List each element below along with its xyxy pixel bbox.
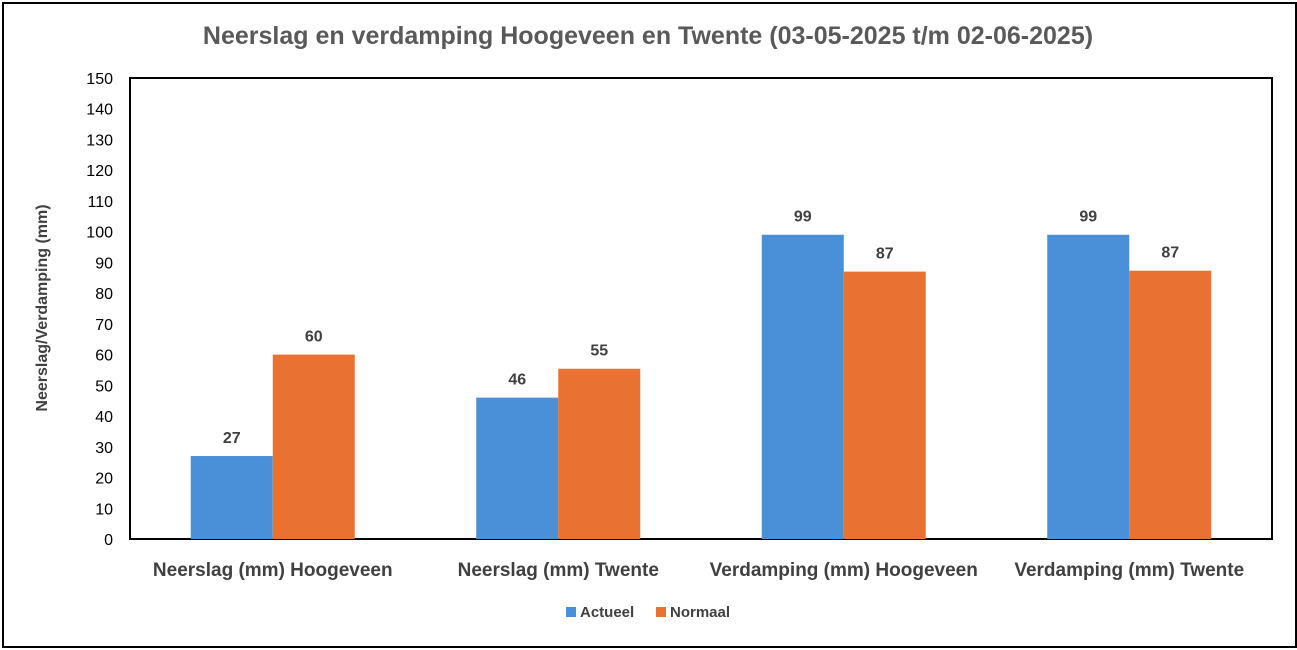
bar-actueel-3 [1047, 234, 1130, 540]
plot-area [129, 77, 1273, 540]
x-tick-label: Neerslag (mm) Twente [458, 560, 659, 581]
y-tick-label: 150 [86, 71, 113, 88]
bar-actueel-0 [190, 456, 273, 539]
y-tick-label: 50 [95, 378, 113, 395]
data-label: 27 [223, 430, 241, 447]
y-axis-ticks: 0 10 20 30 40 50 60 70 80 90 100 110 120 130 140 150 [86, 71, 113, 549]
y-tick-label: 60 [95, 348, 113, 365]
data-label: 87 [876, 246, 894, 263]
y-axis-label: Neerslag/Verdamping (mm) [34, 204, 51, 411]
legend-label: Normaal [670, 604, 730, 621]
y-tick-label: 30 [95, 440, 113, 457]
bar-actueel-1 [476, 397, 559, 539]
legend-label: Actueel [580, 604, 634, 621]
x-axis-ticks: Neerslag (mm) Hoogeveen Neerslag (mm) Twe… [153, 560, 1244, 581]
data-label: 46 [508, 372, 526, 389]
data-label: 60 [305, 329, 323, 346]
y-tick-label: 0 [104, 532, 113, 549]
x-tick-label: Verdamping (mm) Hoogeveen [710, 560, 978, 581]
data-label: 99 [1079, 209, 1097, 226]
bar-normaal-2 [843, 271, 926, 539]
chart-title: Neerslag en verdamping Hoogeveen en Twen… [203, 22, 1093, 50]
data-label: 99 [794, 209, 812, 226]
data-label: 87 [1161, 245, 1179, 262]
bar-normaal-1 [558, 368, 641, 539]
x-tick-label: Neerslag (mm) Hoogeveen [153, 560, 393, 581]
y-tick-label: 40 [95, 409, 113, 426]
bar-actueel-2 [761, 234, 844, 540]
legend-swatch-normaal [656, 607, 666, 617]
y-tick-label: 110 [87, 194, 113, 211]
y-tick-label: 90 [95, 255, 113, 272]
y-tick-label: 140 [86, 102, 113, 119]
bar-normaal-3 [1129, 270, 1212, 539]
y-tick-label: 70 [95, 317, 113, 334]
x-tick-label: Verdamping (mm) Twente [1014, 560, 1244, 581]
bar-normaal-0 [272, 354, 355, 539]
y-tick-label: 20 [95, 471, 113, 488]
y-tick-label: 120 [86, 163, 113, 180]
y-tick-label: 10 [95, 501, 113, 518]
y-tick-label: 130 [86, 132, 113, 149]
legend-swatch-actueel [566, 607, 576, 617]
data-labels: 27 60 46 55 99 87 99 87 [223, 209, 1179, 447]
y-tick-label: 100 [86, 225, 113, 242]
legend: Actueel Normaal [566, 604, 730, 621]
y-tick-label: 80 [95, 286, 113, 303]
bars [190, 234, 1212, 540]
data-label: 55 [590, 343, 608, 360]
